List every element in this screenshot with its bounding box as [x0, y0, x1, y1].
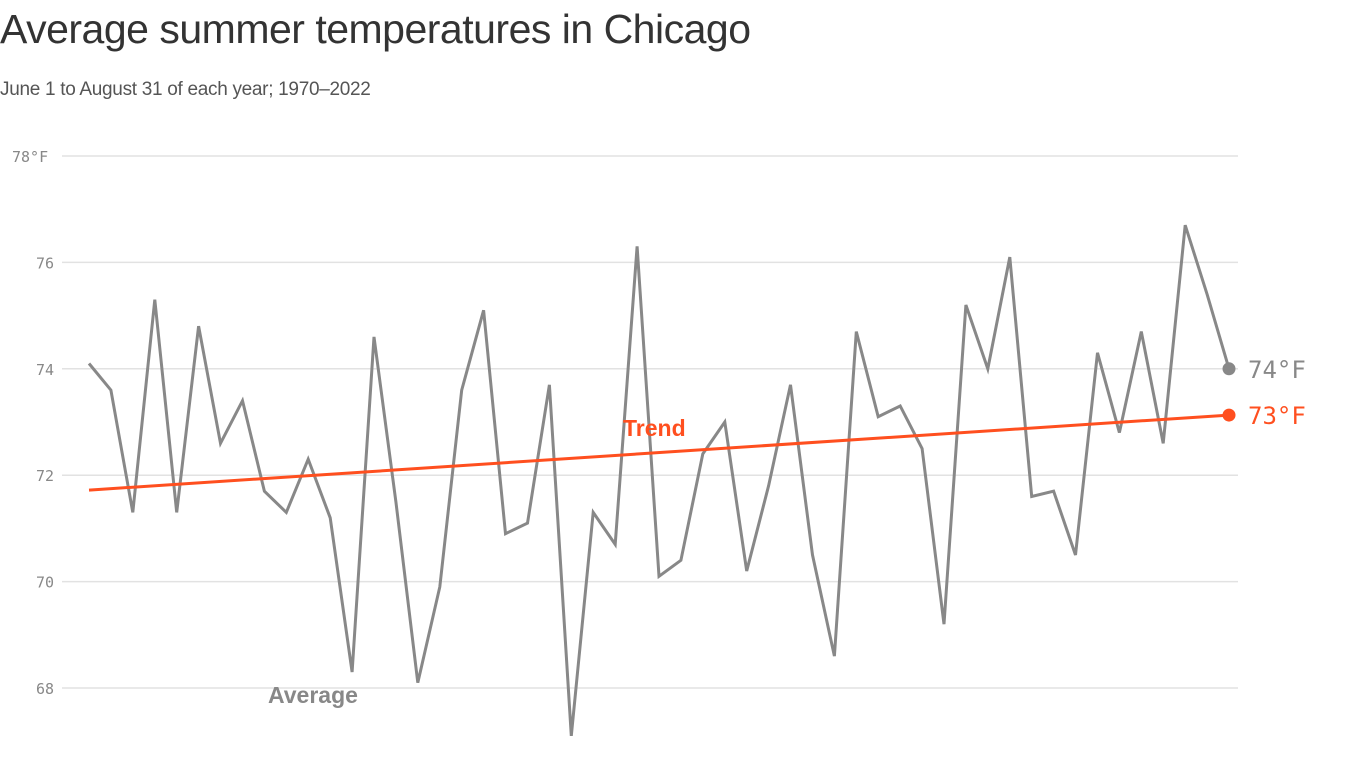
y-tick-label: 68 — [36, 680, 54, 698]
average-end-label: 74°F — [1248, 356, 1306, 384]
average-series-label: Average — [268, 682, 358, 708]
y-tick-label: 74 — [36, 361, 54, 379]
y-tick-label: 72 — [36, 467, 54, 485]
trend-series-label: Trend — [623, 415, 686, 441]
trend-end-dot — [1222, 408, 1236, 422]
average-end-dot — [1222, 362, 1236, 376]
trend-end-label: 73°F — [1248, 402, 1306, 430]
chart-subtitle: June 1 to August 31 of each year; 1970–2… — [0, 79, 371, 100]
y-tick-label: 70 — [36, 574, 54, 592]
average-series-line — [87, 224, 1231, 737]
y-tick-label: 78°F — [12, 148, 48, 166]
trend-series-line — [88, 413, 1230, 492]
chart-title: Average summer temperatures in Chicago — [0, 6, 751, 52]
y-tick-label: 76 — [36, 254, 54, 272]
